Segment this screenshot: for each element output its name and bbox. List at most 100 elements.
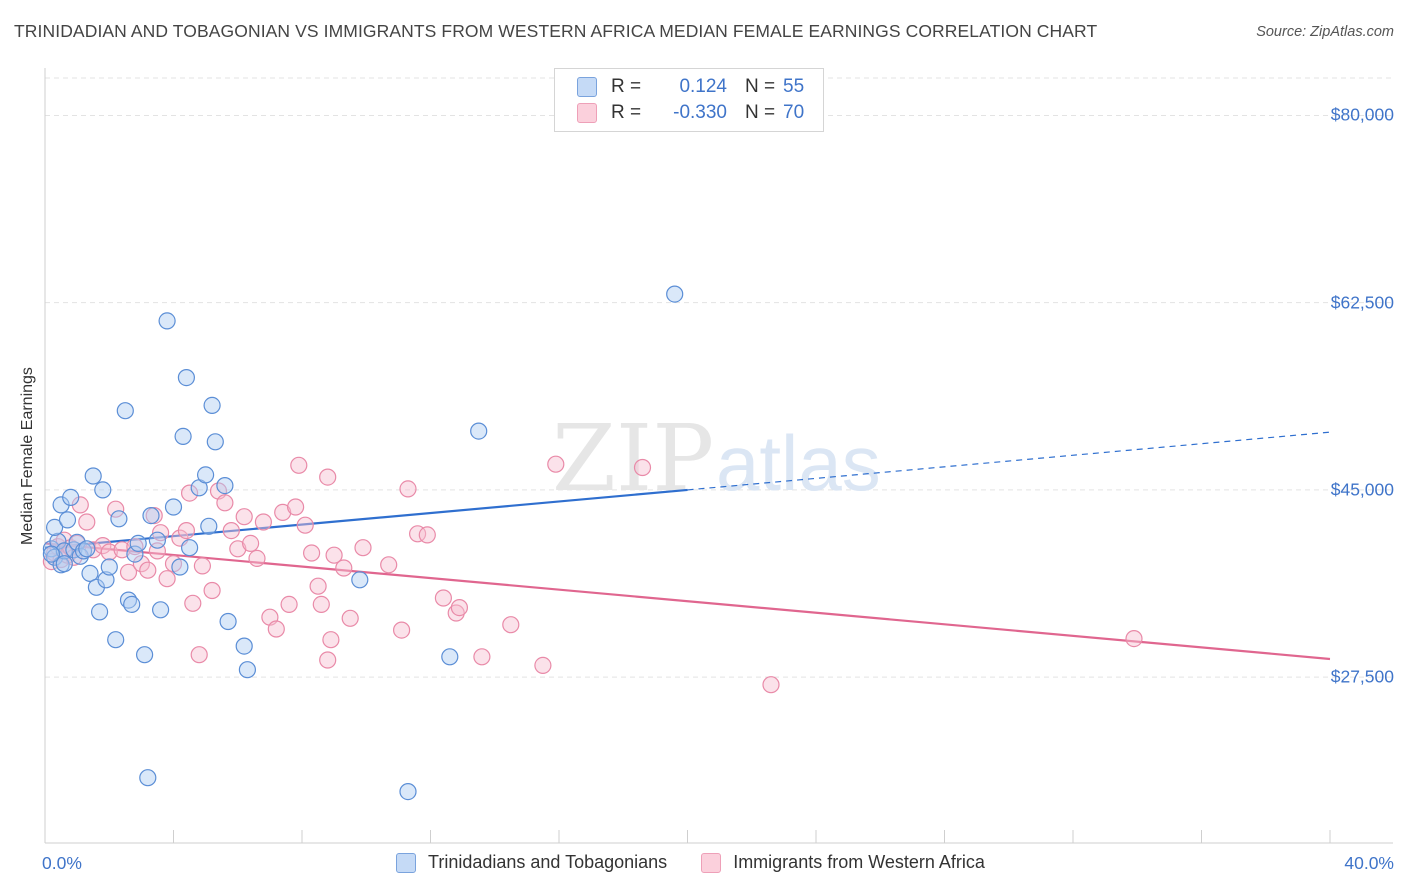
data-point-trinidadians [81, 564, 99, 583]
data-point-western-africa [132, 555, 150, 573]
legend-item-trinidadians: Trinidadians and Tobagonians [396, 852, 667, 873]
data-point-western-africa [319, 468, 337, 486]
data-point-trinidadians [351, 571, 369, 589]
data-point-trinidadians [219, 612, 237, 631]
watermark-zip: ZIP [552, 405, 714, 512]
axes [44, 68, 1393, 844]
data-point-trinidadians [136, 646, 154, 664]
data-point-trinidadians [441, 648, 459, 666]
y-axis-label: Median Female Earnings [19, 367, 36, 545]
data-point-trinidadians [206, 433, 224, 451]
legend-label: Trinidadians and Tobagonians [428, 852, 668, 872]
data-point-trinidadians [181, 539, 199, 557]
legend-row-pink: R = -0.330 N = 70 [577, 101, 804, 125]
data-point-trinidadians [235, 637, 253, 655]
legend-item-western-africa: Immigrants from Western Africa [701, 852, 985, 873]
data-point-trinidadians [90, 603, 109, 621]
data-point-trinidadians [158, 312, 176, 330]
data-point-western-africa [309, 577, 327, 595]
legend-r-label: R = [611, 102, 642, 123]
legend-swatch-blue [577, 77, 597, 97]
data-point-trinidadians [197, 466, 215, 484]
data-point-western-africa [312, 595, 330, 614]
data-point-western-africa [100, 543, 118, 561]
data-point-western-africa [190, 646, 208, 664]
data-point-western-africa [274, 503, 292, 522]
data-point-trinidadians [116, 402, 134, 420]
data-point-trinidadians [148, 531, 166, 549]
data-point-western-africa [447, 604, 465, 622]
data-point-western-africa [547, 455, 565, 473]
data-point-western-africa [158, 570, 176, 588]
data-point-western-africa [633, 458, 652, 477]
data-point-trinidadians [216, 477, 234, 495]
data-point-western-africa [303, 544, 321, 562]
stats-legend: R = 0.124 N = 55 R = -0.330 N = 70 [554, 68, 824, 132]
y-tick-label: $27,500 [1330, 666, 1394, 687]
legend-r-value: 0.124 [679, 76, 727, 97]
data-point-western-africa [287, 498, 305, 516]
legend-n-value: 55 [783, 76, 805, 97]
data-point-trinidadians [399, 782, 417, 801]
data-points [42, 285, 1143, 801]
data-point-trinidadians [152, 601, 170, 619]
trend-lines [44, 431, 1331, 661]
data-point-western-africa [184, 594, 202, 612]
data-point-western-africa [203, 581, 221, 600]
data-point-western-africa [290, 456, 308, 474]
trend-line-trinidadians-extension [687, 431, 1331, 491]
gridlines [45, 77, 1393, 678]
data-point-trinidadians [58, 511, 77, 529]
data-point-trinidadians [203, 396, 221, 414]
legend-r-label: R = [611, 76, 642, 97]
data-point-trinidadians [45, 518, 64, 537]
data-point-western-africa [762, 676, 780, 694]
trend-line-western-africa [44, 542, 1331, 661]
data-point-western-africa [254, 513, 272, 531]
data-point-trinidadians [84, 467, 102, 485]
legend-swatch-blue [396, 852, 416, 873]
data-point-western-africa [235, 508, 253, 526]
chart-title: TRINIDADIAN AND TOBAGONIAN VS IMMIGRANTS… [14, 21, 1098, 41]
data-point-trinidadians [164, 498, 183, 516]
data-point-western-africa [222, 521, 240, 540]
data-point-western-africa [322, 631, 340, 649]
data-point-western-africa [418, 526, 436, 544]
data-point-western-africa [119, 563, 138, 581]
data-point-western-africa [319, 651, 337, 669]
data-point-western-africa [473, 648, 491, 666]
data-point-western-africa [248, 549, 266, 568]
data-point-western-africa [181, 484, 199, 502]
trend-line-trinidadians [44, 488, 688, 549]
data-point-trinidadians [78, 540, 96, 558]
data-point-trinidadians [100, 558, 118, 576]
data-point-western-africa [107, 500, 125, 518]
data-point-trinidadians [200, 517, 218, 535]
watermark-atlas: atlas [716, 419, 881, 507]
data-point-trinidadians [126, 545, 144, 563]
data-point-western-africa [139, 561, 157, 579]
data-point-western-africa [380, 556, 398, 574]
data-point-western-africa [280, 595, 298, 614]
data-point-western-africa [434, 589, 452, 607]
data-point-western-africa [354, 539, 372, 557]
x-tick-label-max: 40.0% [1344, 853, 1394, 873]
y-tick-label: $62,500 [1330, 292, 1394, 313]
data-point-western-africa [267, 620, 285, 638]
data-point-trinidadians [55, 555, 73, 573]
data-point-trinidadians [142, 506, 160, 525]
data-point-western-africa [94, 536, 112, 555]
data-point-trinidadians [129, 534, 147, 553]
y-tick-label: $45,000 [1330, 479, 1394, 500]
data-point-western-africa [534, 656, 552, 675]
data-point-western-africa [450, 598, 468, 617]
data-point-trinidadians [139, 769, 157, 787]
legend-n-value: 70 [783, 102, 805, 123]
data-point-western-africa [341, 609, 359, 627]
data-point-trinidadians [174, 427, 192, 445]
data-point-western-africa [229, 540, 247, 558]
data-point-western-africa [193, 557, 211, 575]
legend-label: Immigrants from Western Africa [733, 852, 985, 872]
data-point-western-africa [296, 516, 314, 534]
data-point-trinidadians [94, 481, 112, 499]
